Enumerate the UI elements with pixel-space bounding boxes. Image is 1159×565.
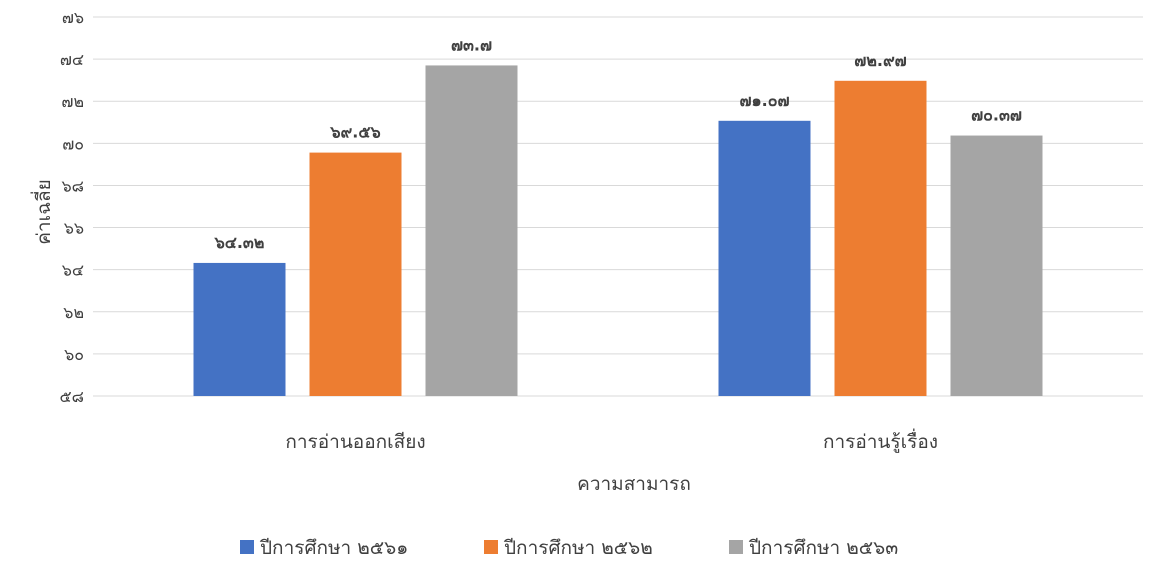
y-tick-label: ๖๒ bbox=[63, 303, 84, 322]
data-label: ๖๙.๕๖ bbox=[329, 123, 380, 142]
bar bbox=[834, 80, 927, 396]
x-category-label: การอ่านออกเสียง bbox=[285, 431, 425, 453]
y-tick-label: ๕๘ bbox=[60, 387, 84, 406]
data-label: ๗๑.๐๗ bbox=[739, 91, 789, 110]
bar bbox=[718, 120, 811, 396]
legend-swatch bbox=[484, 540, 498, 554]
legend: ปีการศึกษา ๒๕๖๑ ปีการศึกษา ๒๕๖๒ ปีการศึกษา… bbox=[240, 537, 898, 559]
y-tick-label: ๖๐ bbox=[64, 345, 84, 364]
y-tick-label: ๗๔ bbox=[60, 50, 84, 69]
bar bbox=[309, 152, 402, 396]
bar bbox=[193, 262, 286, 396]
y-tick-label: ๖๔ bbox=[62, 261, 84, 280]
data-label: ๗๒.๙๗ bbox=[854, 51, 906, 70]
x-category-label: การอ่านรู้เรื่อง bbox=[823, 428, 938, 453]
data-label: ๖๔.๓๒ bbox=[214, 233, 265, 252]
legend-swatch bbox=[729, 540, 743, 554]
data-label: ๗๐.๓๗ bbox=[971, 106, 1022, 125]
y-axis-ticks: ๕๘ ๖๐ ๖๒ ๖๔ ๖๖ ๖๘ ๗๐ ๗๒ ๗๔ ๗๖ bbox=[60, 8, 84, 406]
y-tick-label: ๖๖ bbox=[64, 219, 84, 238]
legend-swatch bbox=[240, 540, 254, 554]
bar bbox=[950, 135, 1043, 396]
legend-label: ปีการศึกษา ๒๕๖๒ bbox=[503, 537, 653, 559]
x-axis-title: ความสามารถ bbox=[577, 473, 691, 495]
legend-label: ปีการศึกษา ๒๕๖๑ bbox=[259, 537, 408, 559]
y-tick-label: ๗๐ bbox=[62, 134, 84, 153]
y-tick-label: ๗๒ bbox=[61, 92, 84, 111]
bar bbox=[425, 65, 518, 396]
data-label: ๗๓.๗ bbox=[451, 35, 492, 54]
legend-label: ปีการศึกษา ๒๕๖๓ bbox=[748, 537, 898, 559]
x-axis-categories: การอ่านออกเสียง การอ่านรู้เรื่อง bbox=[285, 428, 938, 453]
y-tick-label: ๖๘ bbox=[62, 176, 85, 195]
y-axis-title: ค่าเฉลี่ย bbox=[30, 179, 55, 245]
bars bbox=[193, 65, 1043, 396]
y-tick-label: ๗๖ bbox=[62, 8, 84, 27]
